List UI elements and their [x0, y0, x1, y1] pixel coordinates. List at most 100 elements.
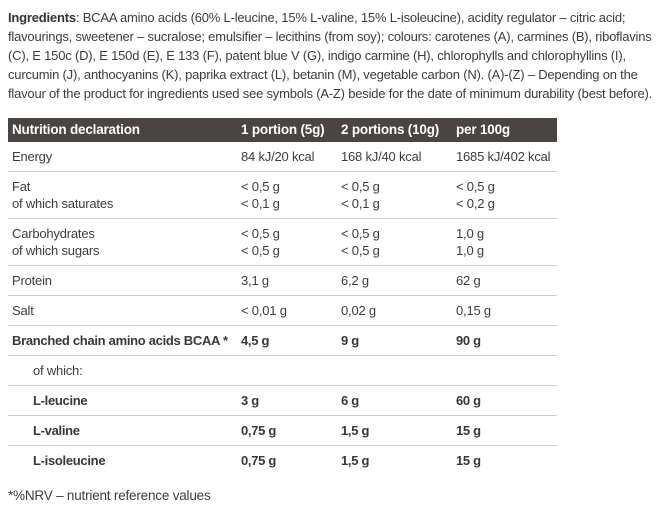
row-value-cell: < 0,5 g < 0,5 g	[237, 218, 337, 266]
cell-line: Branched chain amino acids BCAA *	[12, 333, 228, 348]
row-value-cell: 0,02 g	[337, 295, 452, 326]
row-value-cell: 0,15 g	[452, 295, 557, 326]
row-value-cell: 6,2 g	[337, 265, 452, 296]
cell-line: < 0,5 g	[341, 243, 380, 258]
row-value-cell: < 0,5 g < 0,1 g	[337, 171, 452, 219]
cell-line: < 0,5 g	[241, 243, 280, 258]
cell-line: of which:	[33, 363, 83, 378]
row-value-cell: < 0,5 g < 0,5 g	[337, 218, 452, 266]
header-nutrition-declaration: Nutrition declaration	[8, 118, 237, 142]
header-2-portions: 2 portions (10g)	[337, 118, 452, 142]
table-row: L-leucine 3 g 6 g 60 g	[8, 385, 557, 416]
table-row: L-valine 0,75 g 1,5 g 15 g	[8, 415, 557, 446]
cell-line: < 0,5 g	[341, 226, 380, 241]
row-value-cell: 60 g	[452, 385, 557, 416]
row-value-cell: 1,0 g 1,0 g	[452, 218, 557, 266]
row-label-cell: Fat of which saturates	[8, 171, 237, 219]
cell-line: 62 g	[456, 273, 481, 288]
cell-line: < 0,5 g	[241, 179, 280, 194]
ingredients-label: Ingredients	[8, 10, 76, 25]
row-value-cell: 62 g	[452, 265, 557, 296]
row-value-cell: 0,75 g	[237, 445, 337, 475]
row-value-cell: 3 g	[237, 385, 337, 416]
table-row: L-isoleucine 0,75 g 1,5 g 15 g	[8, 445, 557, 475]
cell-line: 15 g	[456, 453, 481, 468]
table-row: of which:	[8, 355, 557, 386]
row-value-cell: < 0,5 g < 0,1 g	[237, 171, 337, 219]
cell-line: < 0,5 g	[341, 179, 380, 194]
cell-line: 84 kJ/20 kcal	[241, 149, 315, 164]
header-1-portion: 1 portion (5g)	[237, 118, 337, 142]
table-row: Protein 3,1 g 6,2 g 62 g	[8, 265, 557, 296]
cell-line: Protein	[12, 273, 52, 288]
cell-line: 6 g	[341, 393, 359, 408]
row-value-cell: 168 kJ/40 kcal	[337, 142, 452, 172]
row-value-cell: 3,1 g	[237, 265, 337, 296]
cell-line: L-leucine	[33, 393, 88, 408]
table-row: Carbohydrates of which sugars < 0,5 g < 0,5…	[8, 218, 557, 266]
cell-line: 0,15 g	[456, 303, 491, 318]
row-value-cell: 90 g	[452, 325, 557, 356]
table-row: Salt < 0,01 g 0,02 g 0,15 g	[8, 295, 557, 326]
row-label-cell: Salt	[8, 295, 237, 326]
row-value-cell: 1,5 g	[337, 415, 452, 446]
nrv-footnote: *%NRV – nutrient reference values	[8, 488, 211, 503]
row-value-cell	[237, 355, 337, 386]
row-value-cell	[337, 355, 452, 386]
cell-line: 15 g	[456, 423, 481, 438]
row-label-cell: L-valine	[8, 415, 237, 446]
cell-line: L-valine	[33, 423, 80, 438]
table-header: Nutrition declaration 1 portion (5g) 2 p…	[8, 118, 557, 142]
row-value-cell: 84 kJ/20 kcal	[237, 142, 337, 172]
cell-line: Carbohydrates	[12, 226, 95, 241]
row-label-cell: Energy	[8, 142, 237, 172]
table-row: Branched chain amino acids BCAA * 4,5 g 9 …	[8, 325, 557, 356]
cell-line: 1,5 g	[341, 423, 370, 438]
row-label-cell: of which:	[8, 355, 237, 386]
row-value-cell: < 0,01 g	[237, 295, 337, 326]
row-value-cell: < 0,5 g < 0,2 g	[452, 171, 557, 219]
cell-line: 9 g	[341, 333, 359, 348]
cell-line: 1,5 g	[341, 453, 370, 468]
cell-line: 1685 kJ/402 kcal	[456, 149, 551, 164]
table-row: Energy 84 kJ/20 kcal 168 kJ/40 kcal 1685 kJ…	[8, 142, 557, 172]
cell-line: Fat	[12, 179, 31, 194]
ingredients-paragraph: Ingredients: BCAA amino acids (60% L-leu…	[8, 8, 663, 103]
row-label-cell: Protein	[8, 265, 237, 296]
cell-line: 60 g	[456, 393, 481, 408]
table-body: Energy 84 kJ/20 kcal 168 kJ/40 kcal 1685 kJ…	[8, 142, 557, 475]
row-label-cell: Branched chain amino acids BCAA *	[8, 325, 237, 356]
cell-line: < 0,5 g	[456, 179, 495, 194]
nutrition-declaration-table: Nutrition declaration 1 portion (5g) 2 p…	[8, 118, 557, 475]
cell-line: 0,75 g	[241, 423, 277, 438]
table-row: Fat of which saturates < 0,5 g < 0,1 g < 0,5…	[8, 171, 557, 219]
cell-line: L-isoleucine	[33, 453, 106, 468]
cell-line: 4,5 g	[241, 333, 270, 348]
row-label-cell: Carbohydrates of which sugars	[8, 218, 237, 266]
table-header-row: Nutrition declaration 1 portion (5g) 2 p…	[8, 118, 557, 142]
row-value-cell: 9 g	[337, 325, 452, 356]
cell-line: 0,75 g	[241, 453, 277, 468]
cell-line: < 0,5 g	[241, 226, 280, 241]
cell-line: of which sugars	[12, 243, 100, 258]
row-value-cell	[452, 355, 557, 386]
cell-line: of which saturates	[12, 196, 114, 211]
ingredients-text: : BCAA amino acids (60% L-leucine, 15% L…	[8, 10, 653, 101]
row-value-cell: 15 g	[452, 445, 557, 475]
row-value-cell: 4,5 g	[237, 325, 337, 356]
row-value-cell: 6 g	[337, 385, 452, 416]
cell-line: < 0,1 g	[241, 196, 280, 211]
cell-line: < 0,1 g	[341, 196, 380, 211]
row-label-cell: L-isoleucine	[8, 445, 237, 475]
cell-line: 1,0 g	[456, 243, 484, 258]
cell-line: 3 g	[241, 393, 259, 408]
cell-line: Salt	[12, 303, 34, 318]
cell-line: 168 kJ/40 kcal	[341, 149, 422, 164]
cell-line: < 0,2 g	[456, 196, 495, 211]
row-value-cell: 1685 kJ/402 kcal	[452, 142, 557, 172]
row-value-cell: 15 g	[452, 415, 557, 446]
row-label-cell: L-leucine	[8, 385, 237, 416]
cell-line: 0,02 g	[341, 303, 376, 318]
row-value-cell: 1,5 g	[337, 445, 452, 475]
